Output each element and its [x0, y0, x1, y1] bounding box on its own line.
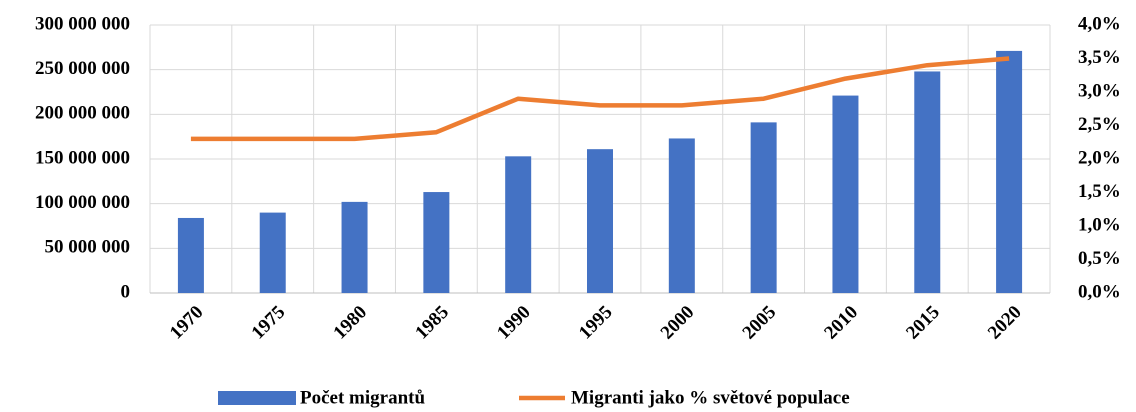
- x-tick-label: 2005: [739, 302, 781, 344]
- bar: [587, 149, 613, 293]
- y-tick-label: 100 000 000: [35, 192, 130, 213]
- bar: [750, 122, 777, 293]
- y2-tick-label: 3,0%: [1078, 80, 1121, 101]
- y-tick-label: 50 000 000: [45, 237, 131, 258]
- x-tick-label: 1995: [575, 302, 617, 344]
- x-tick-label: 2015: [902, 302, 944, 344]
- y2-tick-label: 3,5%: [1078, 47, 1121, 68]
- y2-tick-label: 0,0%: [1078, 281, 1121, 302]
- y-tick-label: 150 000 000: [35, 147, 130, 168]
- bar: [505, 156, 532, 293]
- bar: [259, 212, 286, 293]
- y-tick-label: 0: [121, 281, 131, 302]
- y2-tick-label: 0,5%: [1078, 248, 1121, 269]
- line: [190, 56, 1010, 142]
- legend-swatch: [218, 391, 296, 405]
- y2-tick-label: 1,0%: [1078, 214, 1121, 235]
- bar: [341, 201, 368, 293]
- y2-tick-label: 2,5%: [1078, 114, 1121, 135]
- x-tick-label: 2010: [820, 302, 862, 344]
- legend-label: Počet migrantů: [300, 387, 425, 408]
- x-tick-label: 1985: [411, 302, 453, 344]
- bar: [668, 138, 695, 293]
- y2-tick-label: 1,5%: [1078, 181, 1121, 202]
- x-tick-label: 1990: [493, 302, 535, 344]
- y-tick-label: 200 000 000: [35, 103, 130, 124]
- x-tick-label: 1980: [329, 302, 371, 344]
- y2-tick-label: 4,0%: [1078, 13, 1121, 34]
- x-tick-label: 2000: [657, 302, 699, 344]
- y2-tick-label: 2,0%: [1078, 147, 1121, 168]
- bar: [832, 95, 859, 293]
- bar: [177, 217, 204, 293]
- y-tick-label: 250 000 000: [35, 58, 130, 79]
- bar: [996, 50, 1023, 294]
- x-tick-label: 1970: [166, 302, 208, 344]
- x-tick-label: 2020: [984, 302, 1026, 344]
- legend-label: Migranti jako % světové populace: [571, 387, 850, 408]
- x-tick-label: 1975: [248, 302, 290, 344]
- bar: [914, 71, 941, 293]
- y-tick-label: 300 000 000: [35, 13, 130, 34]
- bar: [423, 192, 450, 293]
